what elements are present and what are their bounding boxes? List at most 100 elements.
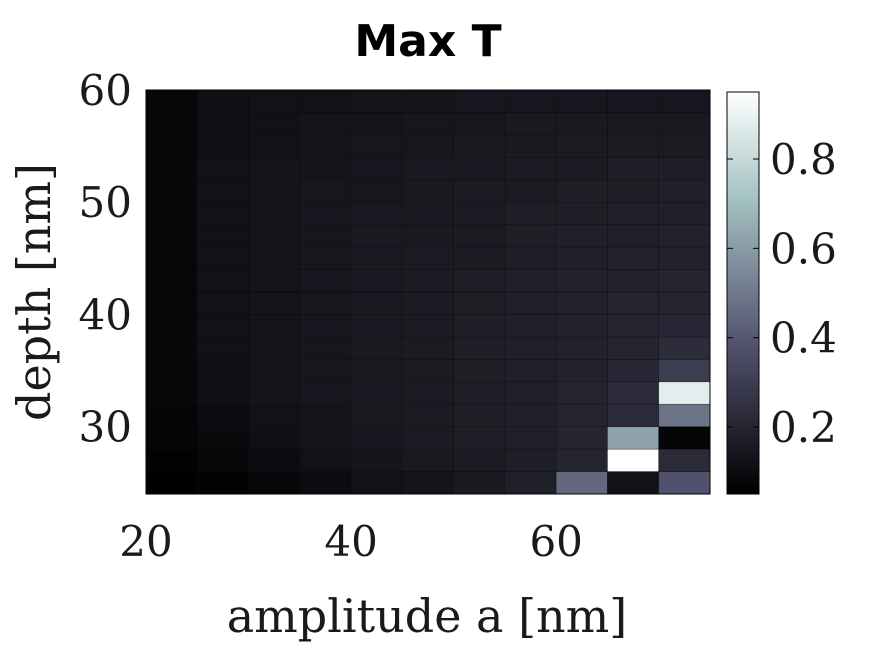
heatmap-cell bbox=[555, 314, 608, 338]
heatmap-cell bbox=[607, 157, 660, 181]
heatmap-cell bbox=[453, 134, 506, 158]
heatmap-cell bbox=[453, 269, 506, 293]
heatmap-cell bbox=[555, 403, 608, 427]
heatmap-cell bbox=[453, 314, 506, 338]
heatmap-cell bbox=[196, 89, 249, 113]
heatmap-cell bbox=[196, 179, 249, 203]
heatmap-cell bbox=[248, 403, 301, 427]
heatmap-cell bbox=[555, 89, 608, 113]
heatmap-cell bbox=[607, 89, 660, 113]
y-tick-label: 60 bbox=[79, 66, 132, 115]
heatmap-cell bbox=[607, 201, 660, 225]
heatmap-cell bbox=[145, 179, 198, 203]
heatmap-cell bbox=[350, 134, 403, 158]
heatmap-cell bbox=[555, 471, 608, 495]
heatmap-cell bbox=[607, 269, 660, 293]
heatmap-cell bbox=[504, 291, 557, 315]
heatmap-cell bbox=[145, 157, 198, 181]
y-axis-ticks: 30 40 50 60 bbox=[79, 66, 132, 452]
heatmap-cell bbox=[504, 269, 557, 293]
x-axis-label: amplitude a [nm] bbox=[227, 589, 628, 643]
heatmap-cell bbox=[350, 112, 403, 136]
heatmap-cell bbox=[607, 291, 660, 315]
heatmap-cell bbox=[196, 134, 249, 158]
heatmap-cell bbox=[196, 471, 249, 495]
heatmap-cell bbox=[402, 246, 454, 270]
heatmap-cell bbox=[196, 381, 249, 405]
heatmap-cell bbox=[453, 471, 506, 495]
heatmap-cell bbox=[248, 314, 301, 338]
heatmap-cell bbox=[350, 224, 403, 248]
heatmap-cell bbox=[350, 314, 403, 338]
colorbar-tick-label: 0.8 bbox=[770, 135, 837, 184]
x-axis-ticks: 20 40 60 bbox=[119, 517, 583, 566]
heatmap-cell bbox=[145, 89, 198, 113]
heatmap-cell bbox=[607, 112, 660, 136]
heatmap-cell bbox=[658, 381, 711, 405]
heatmap-cell bbox=[555, 448, 608, 472]
heatmap-cell bbox=[145, 426, 198, 450]
heatmap-cell bbox=[453, 291, 506, 315]
heatmap-cell bbox=[402, 403, 454, 427]
heatmap-cell bbox=[248, 224, 301, 248]
heatmap-cell bbox=[145, 224, 198, 248]
heatmap-cell bbox=[402, 381, 454, 405]
heatmap-cell bbox=[658, 314, 711, 338]
y-tick-label: 30 bbox=[79, 403, 132, 452]
heatmap-cell bbox=[607, 314, 660, 338]
heatmap-cell bbox=[196, 157, 249, 181]
heatmap-cell bbox=[607, 426, 660, 450]
heatmap-cell bbox=[555, 224, 608, 248]
heatmap-cell bbox=[555, 269, 608, 293]
heatmap-cell bbox=[402, 112, 454, 136]
colorbar bbox=[726, 91, 760, 495]
heatmap-cell bbox=[555, 112, 608, 136]
heatmap-cell bbox=[453, 112, 506, 136]
heatmap-cell bbox=[145, 448, 198, 472]
heatmap-cell bbox=[350, 201, 403, 225]
heatmap-cell bbox=[248, 448, 301, 472]
heatmap-cell bbox=[299, 381, 352, 405]
heatmap-cell bbox=[350, 291, 403, 315]
heatmap-cell bbox=[248, 179, 301, 203]
heatmap-cell bbox=[658, 471, 711, 495]
heatmap-cell bbox=[299, 112, 352, 136]
x-tick-label: 20 bbox=[119, 517, 172, 566]
heatmap-cell bbox=[145, 403, 198, 427]
heatmap-cell bbox=[145, 246, 198, 270]
heatmap-cell bbox=[504, 246, 557, 270]
heatmap-cell bbox=[196, 246, 249, 270]
heatmap-cell bbox=[145, 134, 198, 158]
heatmap-cell bbox=[299, 359, 352, 383]
heatmap-cell bbox=[658, 157, 711, 181]
heatmap-cell bbox=[248, 157, 301, 181]
heatmap-cell bbox=[350, 403, 403, 427]
heatmap-cell bbox=[453, 381, 506, 405]
heatmap-cell bbox=[196, 224, 249, 248]
heatmap-cell bbox=[402, 134, 454, 158]
heatmap-cell bbox=[555, 246, 608, 270]
heatmap-cell bbox=[350, 381, 403, 405]
heatmap-cell bbox=[196, 336, 249, 360]
heatmap-cell bbox=[453, 448, 506, 472]
heatmap-cell bbox=[555, 201, 608, 225]
heatmap-cell bbox=[555, 359, 608, 383]
heatmap-cell bbox=[145, 269, 198, 293]
heatmap-cell bbox=[658, 403, 711, 427]
heatmap-cell bbox=[196, 201, 249, 225]
heatmap-cell bbox=[658, 246, 711, 270]
heatmap-cell bbox=[248, 426, 301, 450]
heatmap-cells bbox=[145, 89, 711, 495]
heatmap-cell bbox=[196, 403, 249, 427]
heatmap-cell bbox=[299, 314, 352, 338]
heatmap-cell bbox=[299, 291, 352, 315]
heatmap-cell bbox=[453, 246, 506, 270]
heatmap-cell bbox=[299, 471, 352, 495]
heatmap-cell bbox=[402, 448, 454, 472]
heatmap-cell bbox=[658, 448, 711, 472]
heatmap-cell bbox=[248, 291, 301, 315]
heatmap-cell bbox=[350, 426, 403, 450]
y-tick-label: 40 bbox=[79, 290, 132, 339]
heatmap-cell bbox=[196, 448, 249, 472]
heatmap-cell bbox=[299, 403, 352, 427]
